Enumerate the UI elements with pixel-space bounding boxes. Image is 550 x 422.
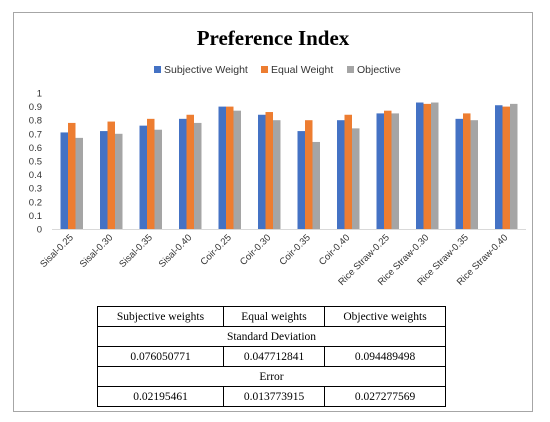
bar bbox=[265, 112, 273, 229]
y-tick-label: 0.3 bbox=[29, 184, 42, 195]
bar bbox=[376, 113, 384, 229]
bar bbox=[68, 122, 76, 229]
bar bbox=[495, 105, 503, 229]
y-tick-label: 0.6 bbox=[29, 143, 42, 154]
y-tick-label: 0 bbox=[37, 225, 42, 236]
bar bbox=[502, 106, 510, 229]
x-tick-label: Coir-0.30 bbox=[238, 232, 273, 267]
table-section-row: Standard Deviation bbox=[97, 326, 446, 347]
legend-swatch bbox=[261, 66, 268, 73]
preference-index-chart: Preference Index Subjective Weight Equal … bbox=[29, 26, 526, 288]
x-tick-label: Coir-0.25 bbox=[198, 232, 233, 267]
y-tick-label: 0.4 bbox=[29, 170, 42, 181]
legend-swatch bbox=[347, 66, 354, 73]
table-header-cell: Objective weights bbox=[324, 306, 446, 327]
y-tick-label: 0.5 bbox=[29, 157, 42, 168]
legend-label: Subjective Weight bbox=[164, 64, 248, 76]
standard-deviation-title: Standard Deviation bbox=[97, 326, 446, 347]
table-cell: 0.076050771 bbox=[97, 346, 224, 367]
table-cell: 0.094489498 bbox=[324, 346, 446, 367]
table-header-cell: Subjective weights bbox=[97, 306, 224, 327]
legend-swatch bbox=[154, 66, 161, 73]
chart-title: Preference Index bbox=[197, 26, 350, 50]
bar bbox=[305, 120, 313, 229]
bar bbox=[297, 131, 305, 229]
table-header-row: Subjective weights Equal weights Objecti… bbox=[97, 306, 446, 327]
x-tick-label: Sisal-0.40 bbox=[157, 232, 195, 270]
bar bbox=[75, 137, 83, 229]
bar bbox=[344, 114, 352, 229]
legend-label: Equal Weight bbox=[271, 64, 333, 76]
bar bbox=[431, 102, 439, 229]
table-row: 0.02195461 0.013773915 0.027277569 bbox=[97, 386, 446, 407]
chart-legend: Subjective Weight Equal Weight Objective bbox=[154, 64, 401, 76]
bar bbox=[391, 113, 399, 229]
y-tick-label: 0.8 bbox=[29, 116, 42, 127]
table-cell: 0.047712841 bbox=[223, 346, 325, 367]
y-tick-label: 0.1 bbox=[29, 211, 42, 222]
table-row: 0.076050771 0.047712841 0.094489498 bbox=[97, 346, 446, 367]
bar bbox=[186, 114, 194, 229]
bar bbox=[179, 118, 187, 229]
bar bbox=[384, 110, 392, 229]
table-section-row: Error bbox=[97, 366, 446, 387]
legend-label: Objective bbox=[357, 64, 401, 76]
bar bbox=[147, 118, 155, 229]
y-tick-label: 0.7 bbox=[29, 129, 42, 140]
bar bbox=[115, 133, 123, 229]
statistics-table: Subjective weights Equal weights Objecti… bbox=[97, 306, 446, 407]
bar bbox=[107, 121, 115, 229]
y-axis: 0 0.1 0.2 0.3 0.4 0.5 0.6 0.7 0.8 0.9 1 bbox=[29, 89, 42, 236]
x-tick-label: Coir-0.40 bbox=[317, 232, 352, 267]
y-tick-label: 1 bbox=[37, 89, 42, 100]
bar bbox=[510, 103, 518, 229]
bar bbox=[218, 106, 226, 229]
bar bbox=[312, 141, 320, 229]
bar bbox=[233, 110, 241, 229]
bar bbox=[100, 131, 108, 229]
table-cell: 0.027277569 bbox=[324, 386, 446, 407]
x-tick-label: Sisal-0.35 bbox=[117, 232, 155, 270]
bar bbox=[139, 125, 147, 229]
bar bbox=[273, 120, 281, 229]
bar bbox=[463, 113, 471, 229]
table-cell: 0.02195461 bbox=[97, 386, 224, 407]
y-tick-label: 0.2 bbox=[29, 197, 42, 208]
bar-group bbox=[60, 102, 518, 229]
bar bbox=[154, 129, 162, 229]
bar bbox=[60, 132, 68, 229]
error-title: Error bbox=[97, 366, 446, 387]
x-tick-label: Sisal-0.30 bbox=[78, 232, 116, 270]
bar bbox=[194, 122, 202, 229]
table-header-cell: Equal weights bbox=[223, 306, 325, 327]
bar bbox=[455, 118, 463, 229]
x-tick-label: Coir-0.35 bbox=[277, 232, 312, 267]
bar bbox=[352, 128, 360, 229]
bar bbox=[416, 102, 424, 229]
bar bbox=[337, 120, 345, 229]
bar bbox=[470, 120, 478, 229]
x-axis: Sisal-0.25 Sisal-0.30 Sisal-0.35 Sisal-0.40… bbox=[38, 229, 526, 288]
bar bbox=[423, 103, 431, 229]
bar bbox=[258, 114, 266, 229]
y-tick-label: 0.9 bbox=[29, 102, 42, 113]
table-cell: 0.013773915 bbox=[223, 386, 325, 407]
bar bbox=[226, 106, 234, 229]
x-tick-label: Sisal-0.25 bbox=[38, 232, 76, 270]
